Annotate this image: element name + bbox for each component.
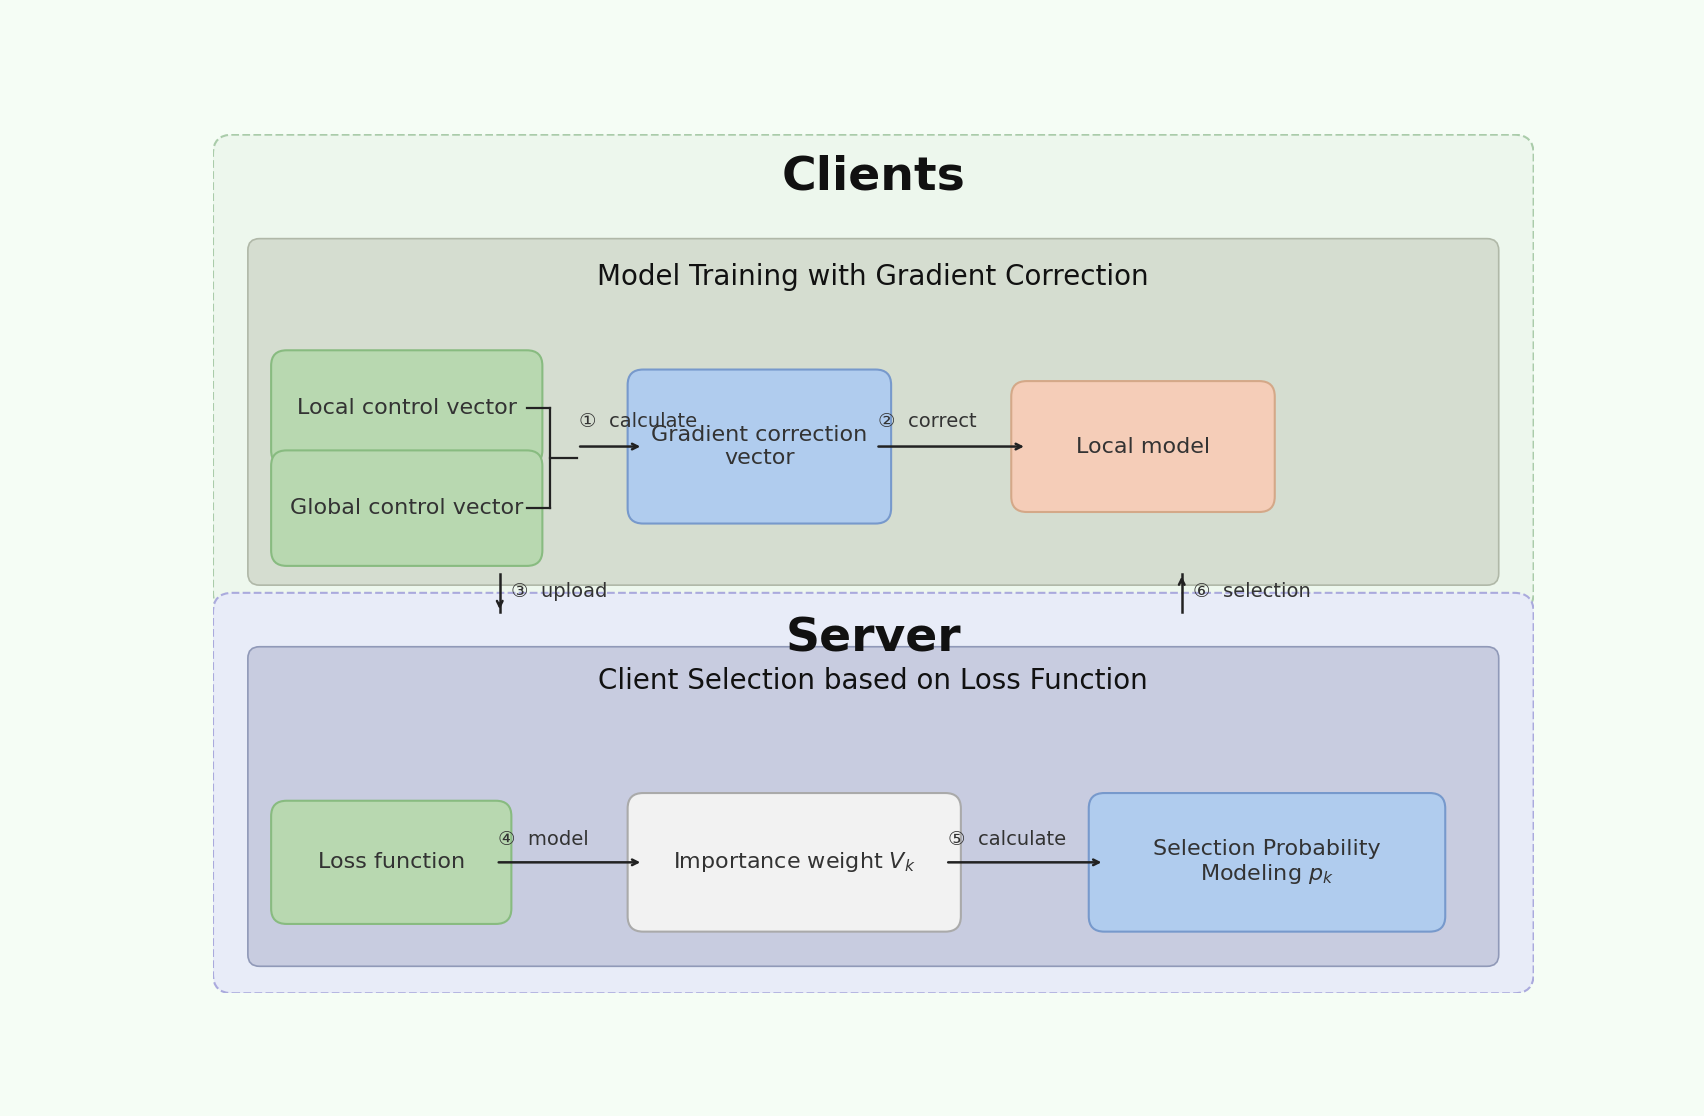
Text: ③  upload: ③ upload [511,581,608,600]
Text: ①  calculate: ① calculate [579,413,697,432]
FancyBboxPatch shape [627,793,961,932]
Text: Client Selection based on Loss Function: Client Selection based on Loss Function [598,667,1148,695]
Text: Local model: Local model [1075,436,1210,456]
FancyBboxPatch shape [1010,381,1275,512]
FancyBboxPatch shape [213,135,1534,612]
FancyBboxPatch shape [271,350,542,465]
Text: Loss function: Loss function [317,853,465,873]
Text: Selection Probability
Modeling $p_k$: Selection Probability Modeling $p_k$ [1154,838,1380,886]
FancyBboxPatch shape [271,451,542,566]
FancyBboxPatch shape [247,239,1500,585]
FancyBboxPatch shape [213,593,1534,993]
FancyBboxPatch shape [627,369,891,523]
Text: ⑥  selection: ⑥ selection [1193,581,1310,600]
FancyBboxPatch shape [271,801,511,924]
FancyBboxPatch shape [1089,793,1445,932]
Text: Global control vector: Global control vector [290,498,523,518]
Text: Gradient correction
vector: Gradient correction vector [651,425,867,468]
Text: ④  model: ④ model [498,829,590,849]
Text: ②  correct: ② correct [878,413,976,432]
Text: Local control vector: Local control vector [296,398,516,418]
Text: Server: Server [786,616,961,662]
FancyBboxPatch shape [247,647,1500,966]
Text: ⑤  calculate: ⑤ calculate [947,829,1065,849]
Text: Importance weight $V_k$: Importance weight $V_k$ [673,850,915,874]
Text: Clients: Clients [782,154,964,200]
Text: Model Training with Gradient Correction: Model Training with Gradient Correction [598,263,1148,291]
